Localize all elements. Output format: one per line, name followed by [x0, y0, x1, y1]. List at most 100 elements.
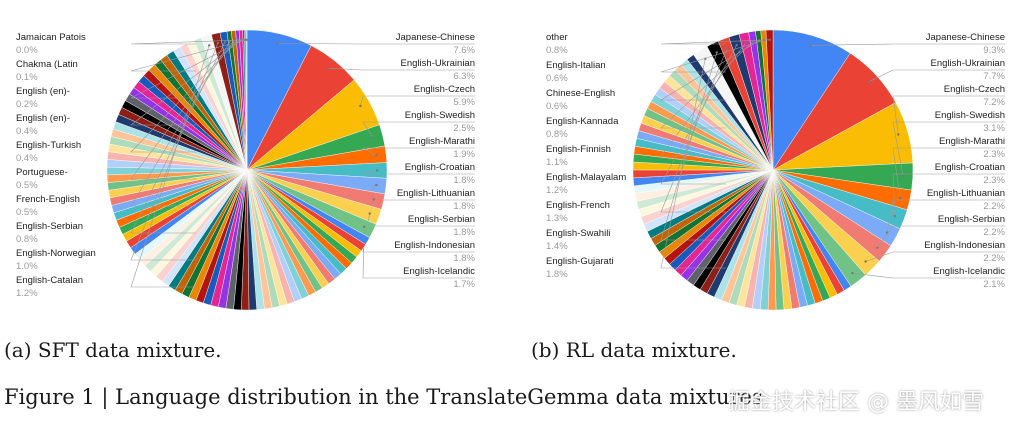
slice-label: English-Italian	[546, 60, 606, 71]
slice-label: English (en)-	[16, 86, 70, 97]
leader-line	[659, 40, 760, 101]
leader-line	[660, 52, 726, 241]
slice-percent: 1.8%	[453, 253, 475, 264]
slice-percent: 0.0%	[16, 45, 38, 56]
slice-label: Chinese-English	[546, 88, 615, 99]
slice-percent: 2.5%	[453, 123, 475, 134]
slice-percent: 1.8%	[453, 175, 475, 186]
leader-line	[130, 39, 242, 126]
slice-percent: 0.5%	[16, 180, 38, 191]
leader-line	[810, 43, 1005, 46]
slice-label: English-Indonesian	[394, 240, 475, 251]
leader-dot	[897, 133, 900, 136]
slice-percent: 1.9%	[453, 149, 475, 160]
pie-charts: Japanese-Chinese 7.6% English-Ukrainian 6.3…	[16, 29, 1006, 311]
leader-line	[892, 147, 1005, 199]
leader-dot	[725, 47, 729, 50]
leader-line	[130, 39, 239, 153]
leader-dot	[223, 40, 227, 43]
slice-label: English-Icelandic	[403, 266, 475, 277]
slice-percent: 1.2%	[546, 185, 568, 196]
leader-line	[892, 95, 1005, 135]
leader-line	[328, 68, 475, 71]
slice-percent: 0.4%	[16, 126, 38, 137]
figure-caption: Figure 1 | Language distribution in the …	[4, 385, 763, 409]
leader-dot	[809, 44, 812, 47]
watermark: 掘金技术社区 @ 墨风如雪	[728, 390, 984, 415]
slice-label: English-Czech	[414, 84, 475, 95]
slice-percent: 1.3%	[546, 213, 568, 224]
slice-percent: 1.1%	[546, 157, 568, 168]
leader-line	[660, 44, 737, 185]
leader-dot	[744, 41, 747, 44]
slice-percent: 0.8%	[16, 234, 38, 245]
slice-label: English-Serbian	[938, 214, 1005, 225]
leader-line	[362, 147, 475, 156]
leader-dot	[851, 271, 854, 275]
leader-dot	[375, 154, 378, 157]
slice-label: English-Swedish	[405, 110, 475, 121]
leader-dot	[371, 136, 375, 139]
slice-label: English-Serbian	[16, 221, 83, 232]
slice-label: Chakma (Latin	[16, 59, 78, 70]
slice-percent: 0.8%	[546, 129, 568, 140]
leader-dot	[208, 44, 211, 47]
leader-dot	[245, 38, 248, 41]
leader-dot	[375, 183, 378, 187]
slice-label: English-Marathi	[409, 136, 475, 147]
pie-slice	[772, 29, 851, 171]
slice-percent: 9.3%	[983, 45, 1005, 56]
slice-label: English-Malayalam	[546, 172, 626, 183]
leader-line	[660, 39, 765, 73]
leader-dot	[768, 38, 771, 41]
slice-label: English-Marathi	[939, 136, 1005, 147]
slice-label: English (en)-	[16, 113, 70, 124]
slice-percent: 1.0%	[16, 261, 38, 272]
leader-line	[892, 173, 1005, 217]
slice-percent: 1.8%	[546, 269, 568, 280]
leader-dot	[867, 80, 870, 84]
leader-dot	[735, 43, 738, 47]
slice-label: English-Indonesian	[924, 240, 1005, 251]
leader-line	[660, 58, 726, 269]
slice-label: English-Lithuanian	[927, 188, 1005, 199]
slice-label: English-Catalan	[16, 275, 83, 286]
leader-dot	[376, 169, 379, 172]
subcaption-rl: (b) RL data mixture.	[531, 338, 737, 362]
leader-line	[130, 45, 210, 288]
slice-label: Japanese-Chinese	[926, 32, 1005, 43]
slice-label: English-Kannada	[546, 116, 619, 127]
slice-label: French-English	[16, 194, 80, 205]
pie-slice	[245, 29, 248, 171]
slice-percent: 3.1%	[983, 123, 1005, 134]
leader-line	[865, 251, 1005, 262]
slice-percent: 1.8%	[453, 227, 475, 238]
leader-line	[130, 41, 226, 234]
leader-dot	[893, 214, 896, 218]
leader-dot	[359, 104, 362, 108]
leader-line	[360, 95, 475, 107]
pie-slice	[765, 29, 774, 171]
leader-dot	[368, 212, 371, 215]
slice-label: Jamaican Patois	[16, 32, 86, 43]
leader-dot	[276, 42, 279, 45]
leader-line	[660, 41, 754, 129]
slice-label: English-Czech	[944, 84, 1005, 95]
slice-label: other	[546, 32, 568, 43]
slice-label: English-Croatian	[405, 162, 475, 173]
leader-line	[852, 272, 1005, 279]
slice-percent: 6.3%	[453, 71, 475, 82]
slice-percent: 0.6%	[546, 73, 568, 84]
slice-label: English-Gujarati	[546, 256, 614, 267]
slice-label: English-Icelandic	[933, 266, 1005, 277]
slice-percent: 0.2%	[16, 99, 38, 110]
leader-dot	[372, 198, 375, 201]
slice-percent: 0.6%	[546, 101, 568, 112]
subcaption-sft: (a) SFT data mixture.	[4, 338, 222, 362]
slice-label: English-Lithuanian	[397, 188, 475, 199]
slice-percent: 7.6%	[453, 45, 475, 56]
leader-line	[130, 39, 247, 45]
slice-label: English-Ukrainian	[401, 58, 475, 69]
slice-percent: 1.7%	[453, 279, 475, 290]
